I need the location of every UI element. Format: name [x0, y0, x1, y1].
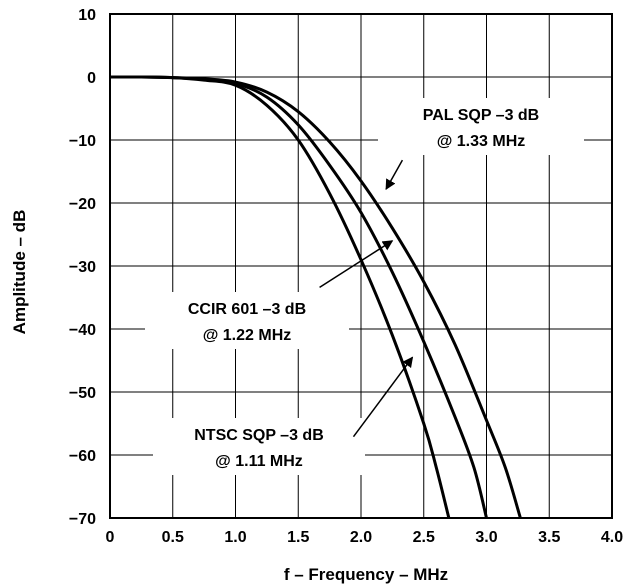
x-tick-label: 3.0	[475, 529, 497, 546]
x-tick-label: 2.0	[350, 529, 372, 546]
y-tick-label: −40	[69, 322, 96, 339]
y-tick-label: −20	[69, 196, 96, 213]
annotation-arrow	[319, 240, 394, 289]
y-tick-label: 10	[78, 7, 96, 24]
annotation-label: CCIR 601 –3 dB	[188, 301, 306, 318]
annotation-background	[378, 98, 584, 155]
y-axis-title: Amplitude – dB	[10, 210, 29, 335]
x-tick-label: 2.5	[413, 529, 435, 546]
annotation-label: PAL SQP –3 dB	[423, 107, 539, 124]
y-tick-label: −10	[69, 133, 96, 150]
annotation-arrow	[385, 159, 404, 191]
series-line	[109, 75, 522, 519]
x-tick-label: 0	[106, 529, 115, 546]
x-tick-label: 0.5	[162, 529, 184, 546]
series-group	[109, 75, 522, 519]
annotation-label: @ 1.11 MHz	[215, 453, 303, 470]
x-tick-label: 1.0	[224, 529, 246, 546]
plot-frame	[109, 13, 613, 519]
annotation-label: NTSC SQP –3 dB	[194, 427, 324, 444]
y-tick-label: −30	[69, 259, 96, 276]
annotation-label: @ 1.22 MHz	[203, 327, 292, 344]
y-tick-label: −60	[69, 448, 96, 465]
x-tick-label: 4.0	[601, 529, 623, 546]
annotation-arrow	[352, 356, 414, 438]
x-tick-label: 1.5	[287, 529, 309, 546]
annotation-background	[145, 292, 349, 349]
x-tick-label: 3.5	[538, 529, 560, 546]
y-tick-label: −70	[69, 511, 96, 528]
annotation-label: @ 1.33 MHz	[437, 133, 526, 150]
tick-labels: 0 0.5 1.0 1.5 2.0 2.5 3.0 3.5 4.0 10 0 −10 −20 −30 −40…	[69, 7, 623, 546]
x-axis-title: f – Frequency – MHz	[284, 565, 448, 584]
y-tick-label: 0	[87, 70, 96, 87]
y-tick-label: −50	[69, 385, 96, 402]
annotation-background	[153, 418, 365, 475]
annotations: PAL SQP –3 dB @ 1.33 MHz CCIR 601 –3 dB @ 1…	[145, 98, 584, 475]
